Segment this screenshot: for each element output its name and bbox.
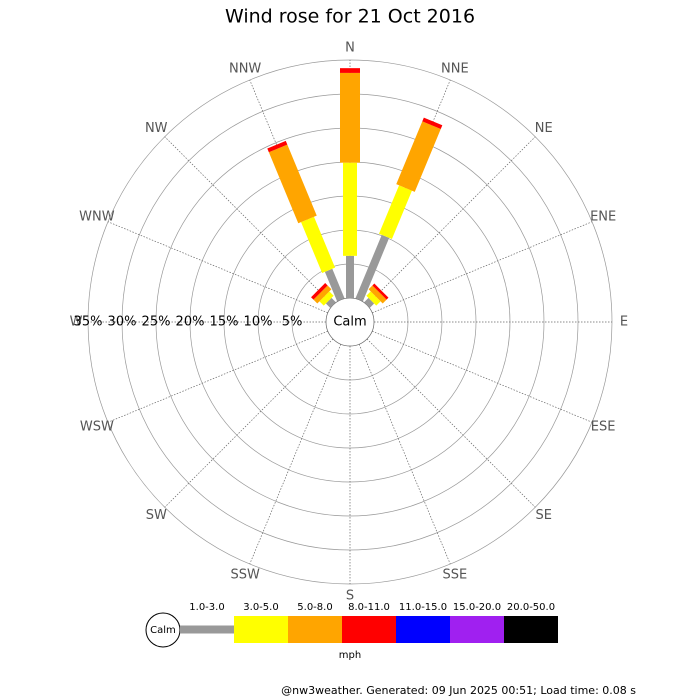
bar-segment xyxy=(368,285,387,304)
bar-segment xyxy=(268,144,317,224)
spoke xyxy=(164,338,334,508)
spoke xyxy=(164,136,334,306)
footer: @nw3weather. Generated: 09 Jun 2025 00:5… xyxy=(281,684,636,697)
legend-swatch xyxy=(288,616,342,643)
bar-segment xyxy=(378,185,412,240)
legend-label: 1.0-3.0 xyxy=(189,602,224,613)
bar-segment xyxy=(422,117,443,130)
direction-label: W xyxy=(70,315,83,330)
direction-label: WNW xyxy=(79,210,115,225)
bar-segment xyxy=(355,234,390,302)
legend-label: 8.0-11.0 xyxy=(348,602,390,613)
direction-bars xyxy=(364,283,389,308)
bar-segment xyxy=(366,291,381,306)
bar-segment xyxy=(396,121,441,192)
r-tick-label: 20% xyxy=(176,315,205,330)
r-tick-label: 30% xyxy=(108,315,137,330)
direction-bars xyxy=(355,117,443,302)
calm-circle xyxy=(325,297,375,347)
direction-label: SW xyxy=(146,508,167,523)
direction-label: NNW xyxy=(229,61,261,76)
spoke xyxy=(372,221,593,314)
bar-segment xyxy=(319,291,334,306)
r-tick-label: 35% xyxy=(74,315,103,330)
spoke xyxy=(107,330,328,423)
calm-label: Calm xyxy=(333,315,366,330)
legend-swatch xyxy=(234,616,288,643)
bar-segment xyxy=(311,283,328,300)
legend-swatch xyxy=(450,616,504,643)
spoke xyxy=(366,338,536,508)
legend-label: 20.0-50.0 xyxy=(507,602,555,613)
direction-label: NNE xyxy=(441,61,469,76)
direction-bars xyxy=(311,283,336,308)
r-tick-label: 25% xyxy=(142,315,171,330)
bar-segment xyxy=(313,285,332,304)
direction-label: E xyxy=(620,315,628,330)
bar-segment xyxy=(343,162,357,256)
legend-label: 3.0-5.0 xyxy=(243,602,278,613)
legend-swatch xyxy=(342,616,396,643)
spoke xyxy=(372,330,593,423)
bar-segment xyxy=(325,297,336,308)
direction-label: WSW xyxy=(80,419,114,434)
direction-label: NW xyxy=(145,121,168,136)
bar-segment xyxy=(340,68,360,73)
direction-label: SSW xyxy=(230,568,260,583)
bar-segment xyxy=(364,297,375,308)
spoke xyxy=(358,344,451,565)
direction-label: ENE xyxy=(590,210,616,225)
chart-title: Wind rose for 21 Oct 2016 xyxy=(225,6,475,28)
legend-label: 11.0-15.0 xyxy=(399,602,447,613)
legend-label: 15.0-20.0 xyxy=(453,602,501,613)
direction-label: S xyxy=(346,589,354,604)
r-tick-label: 10% xyxy=(244,315,273,330)
legend-calm-label: Calm xyxy=(150,625,176,636)
spoke xyxy=(107,221,328,314)
legend-swatch xyxy=(504,616,558,643)
bar-segment xyxy=(346,255,354,298)
bar-segment xyxy=(301,216,336,273)
legend-swatch xyxy=(396,616,450,643)
legend-units: mph xyxy=(339,650,361,661)
direction-label: ESE xyxy=(591,419,616,434)
direction-bars xyxy=(267,140,345,302)
direction-label: SSE xyxy=(442,568,467,583)
direction-bars xyxy=(340,68,360,298)
spoke xyxy=(249,344,342,565)
bar-segment xyxy=(267,140,288,153)
direction-label: NE xyxy=(535,121,553,136)
bar-segment xyxy=(372,283,389,300)
bar-segment xyxy=(324,268,345,302)
legend-label: 5.0-8.0 xyxy=(297,602,332,613)
direction-label: N xyxy=(345,41,355,56)
r-tick-label: 15% xyxy=(210,315,239,330)
direction-label: SE xyxy=(536,508,552,523)
bar-segment xyxy=(340,72,360,163)
r-tick-label: 5% xyxy=(282,315,303,330)
spoke xyxy=(366,136,536,306)
